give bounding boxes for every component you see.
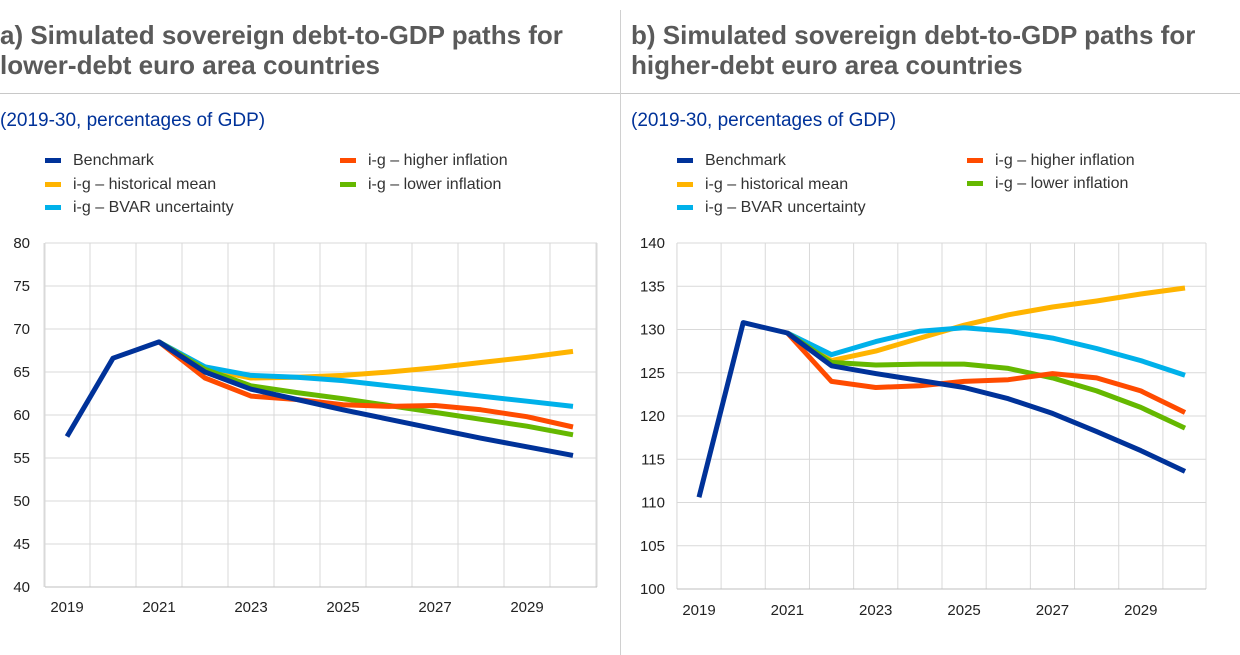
series-line-benchmark	[696, 320, 1187, 498]
x-tick-label: 2027	[418, 599, 451, 616]
y-tick-label: 45	[13, 536, 30, 553]
legend-label: i-g – BVAR uncertainty	[73, 199, 234, 216]
x-tick-label: 2029	[1124, 602, 1157, 619]
y-tick-label: 80	[13, 235, 30, 252]
x-tick-label: 2021	[771, 602, 804, 619]
legend-swatch-higher-inflation	[340, 158, 356, 164]
legend-item-higher-inflation: i-g – higher inflation	[967, 151, 1135, 171]
series-line-benchmark	[64, 339, 574, 458]
chart-b-plot: 100 105 110 115 120 125 130 135 140 2019 2021 2023 2…	[640, 235, 1207, 619]
legend-swatch-historical-mean	[677, 182, 693, 188]
series-line-historical-mean	[786, 285, 1186, 364]
chart-subtitle: (2019-30, percentages of GDP)	[0, 110, 266, 131]
legend-item-bvar-uncertainty: i-g – BVAR uncertainty	[677, 198, 866, 218]
legend-item-higher-inflation: i-g – higher inflation	[340, 151, 508, 171]
x-tick-label: 2019	[50, 599, 83, 616]
y-tick-label: 65	[13, 364, 30, 381]
y-tick-label: 50	[13, 493, 30, 510]
series-line-lower-inflation	[786, 330, 1187, 431]
y-tick-label: 40	[13, 579, 30, 596]
y-tick-label: 110	[641, 495, 665, 512]
legend-swatch-benchmark	[677, 158, 693, 164]
panel-a: a) Simulated sovereign debt-to-GDP paths…	[0, 20, 620, 616]
legend-label: i-g – historical mean	[73, 176, 217, 193]
x-tick-label: 2021	[142, 599, 175, 616]
y-tick-label: 55	[13, 450, 30, 467]
x-tick-label: 2023	[234, 599, 267, 616]
legend-item-lower-inflation: i-g – lower inflation	[340, 175, 501, 195]
series-line-higher-inflation	[157, 339, 574, 430]
y-tick-label: 130	[640, 322, 665, 339]
legend-swatch-benchmark	[45, 158, 61, 164]
legend-label: i-g – lower inflation	[995, 175, 1129, 192]
legend-label: i-g – lower inflation	[368, 176, 502, 193]
legend-swatch-bvar-uncertainty	[45, 205, 61, 211]
y-tick-label: 100	[640, 581, 665, 598]
legend-label: i-g – historical mean	[705, 176, 849, 193]
legend-item-benchmark: Benchmark	[45, 151, 154, 171]
series-line-lower-inflation	[157, 339, 574, 438]
legend-label: Benchmark	[705, 152, 786, 169]
legend-label: i-g – higher inflation	[995, 152, 1135, 169]
x-tick-label: 2027	[1036, 602, 1069, 619]
legend-swatch-lower-inflation	[967, 181, 983, 187]
legend-swatch-higher-inflation	[967, 158, 983, 164]
x-tick-label: 2025	[947, 602, 980, 619]
chart-title: a) Simulated sovereign debt-to-GDP paths…	[0, 20, 563, 80]
chart-title: b) Simulated sovereign debt-to-GDP paths…	[631, 20, 1196, 80]
legend-item-bvar-uncertainty: i-g – BVAR uncertainty	[45, 198, 234, 218]
legend-item-lower-inflation: i-g – lower inflation	[967, 174, 1128, 194]
title-underline	[621, 93, 1240, 94]
y-tick-label: 105	[640, 538, 665, 555]
y-tick-label: 135	[640, 278, 665, 295]
legend-label: i-g – higher inflation	[368, 152, 508, 169]
legend-item-historical-mean: i-g – historical mean	[677, 175, 848, 195]
legend-item-historical-mean: i-g – historical mean	[45, 175, 216, 195]
series-line-higher-inflation	[785, 331, 1187, 415]
chart-subtitle: (2019-30, percentages of GDP)	[631, 110, 897, 131]
panel-b: b) Simulated sovereign debt-to-GDP paths…	[621, 0, 1240, 655]
x-tick-label: 2023	[859, 602, 892, 619]
legend-swatch-historical-mean	[45, 182, 61, 188]
y-tick-label: 70	[13, 321, 30, 338]
y-tick-label: 140	[640, 235, 665, 252]
y-tick-label: 115	[641, 451, 665, 468]
legend-swatch-bvar-uncertainty	[677, 205, 693, 211]
x-tick-label: 2025	[326, 599, 359, 616]
legend-swatch-lower-inflation	[340, 182, 356, 188]
title-underline	[0, 93, 620, 94]
y-tick-label: 60	[13, 407, 30, 424]
series-line-bvar-uncertainty	[157, 339, 574, 409]
x-tick-label: 2029	[510, 599, 543, 616]
legend-label: i-g – BVAR uncertainty	[705, 199, 866, 216]
panel-divider	[620, 10, 621, 655]
x-tick-label: 2019	[682, 602, 715, 619]
y-tick-label: 120	[640, 408, 665, 425]
legend-item-benchmark: Benchmark	[677, 151, 786, 171]
y-tick-label: 125	[640, 365, 665, 382]
legend-label: Benchmark	[73, 152, 154, 169]
series-line-bvar-uncertainty	[786, 325, 1186, 378]
y-tick-label: 75	[13, 278, 30, 295]
chart-a-plot: 40 45 50 55 60 65 70 75 80 2019 2021 2023 2025 2027 20…	[13, 235, 598, 616]
